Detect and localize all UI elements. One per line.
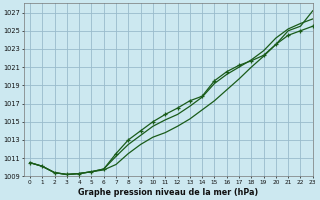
X-axis label: Graphe pression niveau de la mer (hPa): Graphe pression niveau de la mer (hPa): [78, 188, 259, 197]
